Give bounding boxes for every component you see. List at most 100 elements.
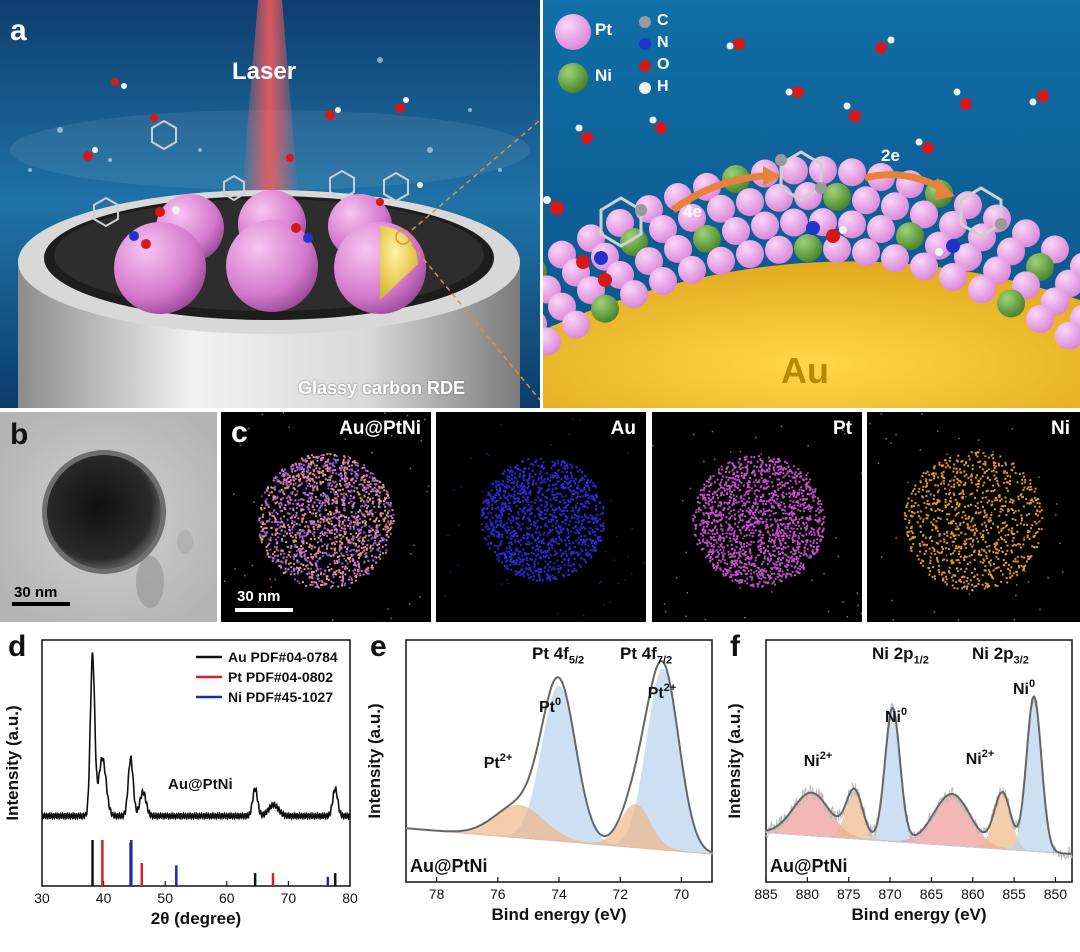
eds-dot xyxy=(351,511,353,513)
eds-dot xyxy=(738,461,740,463)
eds-dot xyxy=(592,531,594,533)
eds-dot xyxy=(596,528,598,530)
eds-dot xyxy=(775,578,777,580)
eds-dot xyxy=(293,558,295,560)
eds-dot xyxy=(774,555,776,557)
eds-dot xyxy=(539,473,541,475)
eds-dot xyxy=(385,552,387,554)
eds-dot xyxy=(786,462,788,464)
eds-dot xyxy=(379,540,381,542)
eds-dot xyxy=(333,525,335,527)
eds-dot xyxy=(777,526,779,528)
eds-dot xyxy=(524,475,526,477)
eds-dot xyxy=(602,513,604,515)
eds-dot xyxy=(537,465,539,467)
eds-dot xyxy=(380,515,382,517)
eds-dot xyxy=(343,504,345,506)
eds-dot xyxy=(313,502,315,504)
eds-dot xyxy=(335,573,337,575)
eds-dot xyxy=(296,512,298,514)
eds-dot xyxy=(338,522,340,524)
eds-dot xyxy=(361,542,363,544)
eds-dot xyxy=(904,512,906,514)
eds-dot xyxy=(782,570,784,572)
eds-dot xyxy=(529,475,531,477)
eds-dot xyxy=(349,560,351,562)
eds-dot xyxy=(276,541,278,543)
eds-dot xyxy=(741,467,743,469)
eds-dot xyxy=(300,463,302,465)
eds-dot xyxy=(720,513,722,515)
eds-dot xyxy=(565,523,567,525)
eds-dot xyxy=(499,520,501,522)
eds-dot xyxy=(800,563,802,565)
eds-dot xyxy=(341,527,343,529)
eds-dot xyxy=(740,519,742,521)
eds-dot xyxy=(740,482,742,484)
eds-dot xyxy=(383,500,385,502)
eds-dot xyxy=(335,491,337,493)
eds-dot xyxy=(387,527,389,529)
eds-dot xyxy=(586,538,588,540)
eds-dot xyxy=(575,507,577,509)
eds-dot xyxy=(1021,483,1023,485)
eds-dot xyxy=(309,576,311,578)
eds-bg-dot xyxy=(279,505,281,507)
eds-dot xyxy=(692,520,694,522)
eds-dot xyxy=(527,501,529,503)
eds-dot xyxy=(731,515,733,517)
eds-dot xyxy=(708,554,710,556)
eds-dot xyxy=(774,518,776,520)
eds-dot xyxy=(764,555,766,557)
eds-dot xyxy=(312,460,314,462)
eds-dot xyxy=(998,485,1000,487)
eds-dot xyxy=(596,494,598,496)
eds-dot xyxy=(292,514,294,516)
eds-dot xyxy=(938,501,940,503)
eds-dot xyxy=(530,576,532,578)
eds-dot xyxy=(952,541,954,543)
eds-dot xyxy=(513,554,515,556)
eds-dot xyxy=(293,468,295,470)
eds-dot xyxy=(568,561,570,563)
eds-dot xyxy=(365,535,367,537)
eds-dot xyxy=(354,562,356,564)
eds-dot xyxy=(332,472,334,474)
eds-dot xyxy=(552,474,554,476)
eds-dot xyxy=(335,473,337,475)
eds-dot xyxy=(528,478,530,480)
eds-bg-dot xyxy=(550,444,552,446)
eds-dot xyxy=(316,465,318,467)
eds-dot xyxy=(355,575,357,577)
eds-dot xyxy=(791,486,793,488)
eds-dot xyxy=(521,460,523,462)
eds-dot xyxy=(777,560,779,562)
eds-dot xyxy=(934,553,936,555)
eds-dot xyxy=(315,586,317,588)
eds-dot xyxy=(367,501,369,503)
eds-dot xyxy=(286,556,288,558)
eds-dot xyxy=(1039,506,1041,508)
eds-dot xyxy=(729,500,731,502)
eds-dot xyxy=(383,503,385,505)
eds-dot xyxy=(326,464,328,466)
eds-dot xyxy=(1007,545,1009,547)
eds-dot xyxy=(795,496,797,498)
eds-dot xyxy=(943,538,945,540)
eds-dot xyxy=(581,520,583,522)
eds-dot xyxy=(370,486,372,488)
pt-atom xyxy=(707,247,735,275)
eds-dot xyxy=(581,516,583,518)
eds-dot xyxy=(506,537,508,539)
eds-dot xyxy=(339,483,341,485)
eds-dot xyxy=(1029,479,1031,481)
eds-dot xyxy=(741,546,743,548)
eds-dot xyxy=(507,496,509,498)
eds-dot xyxy=(750,532,752,534)
eds-dot xyxy=(265,532,267,534)
eds-dot xyxy=(302,517,304,519)
eds-dot xyxy=(332,555,334,557)
eds-dot xyxy=(362,488,364,490)
eds-dot xyxy=(351,515,353,517)
eds-dot xyxy=(346,477,348,479)
